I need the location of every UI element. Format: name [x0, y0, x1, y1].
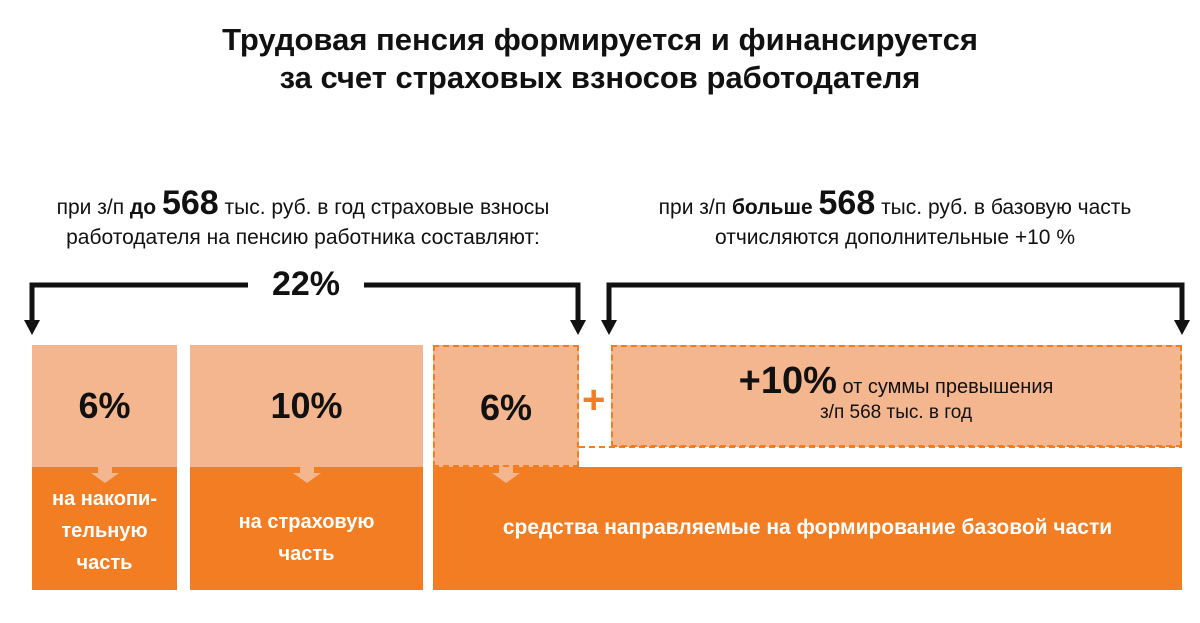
right-caption-rest: тыс. руб. в базовую часть — [875, 196, 1132, 219]
diagram-title-line1: Трудовая пенсия формируется и финансируе… — [222, 22, 978, 57]
right-caption-number: 568 — [818, 184, 876, 222]
down-arrow-1 — [91, 467, 119, 483]
extra-number: +10% — [738, 360, 837, 402]
left-bracket-arrow-left — [24, 320, 40, 335]
block-accumulative-label-line3: часть — [76, 552, 133, 574]
block-insurance-label: на страховую часть — [190, 506, 423, 570]
block-accumulative-label-line1: на накопи- — [52, 488, 157, 510]
left-caption: при з/п до 568 тыс. руб. в год страховые… — [18, 186, 588, 253]
block-base-top: 6% — [433, 345, 579, 467]
left-caption-bold: до — [129, 196, 157, 219]
right-caption-bold: больше — [731, 196, 813, 219]
block-base-bottom — [433, 467, 1182, 590]
left-caption-prefix: при з/п — [56, 196, 130, 219]
down-arrow-2 — [293, 467, 321, 483]
block-accumulative-label-line2: тельную — [61, 520, 148, 542]
block-accumulative-top: 6% — [32, 345, 177, 467]
diagram-title-line2: за счет страховых взносов работодателя — [279, 60, 921, 95]
left-bracket-arrow-right — [570, 320, 586, 335]
right-bracket-arrow-left — [601, 320, 617, 335]
right-bracket — [606, 282, 1185, 322]
right-caption: при з/п больше 568 тыс. руб. в базовую ч… — [610, 186, 1180, 253]
left-bracket-right — [364, 282, 581, 322]
plus-sign: + — [582, 378, 606, 422]
right-bracket-arrow-right — [1174, 320, 1190, 335]
block-insurance-label-line1: на страховую — [238, 511, 375, 533]
block-base-percent: 6% — [479, 387, 533, 428]
block-insurance-top: 10% — [190, 345, 423, 467]
block-insurance-bottom — [190, 467, 423, 590]
block-base-label: средства направляемые на формирование ба… — [502, 516, 1113, 539]
block-accumulative-bottom — [32, 467, 177, 590]
block-extra — [611, 345, 1182, 447]
block-insurance-label-line2: часть — [278, 543, 335, 565]
extra-text: от суммы превышения — [836, 376, 1054, 398]
extra-main: +10% от суммы превышения — [611, 360, 1181, 403]
right-caption-line2: отчисляются дополнительные +10 % — [714, 226, 1075, 249]
total-percent: 22% — [271, 265, 341, 303]
left-bracket — [29, 282, 248, 322]
left-caption-rest: тыс. руб. в год страховые взносы — [218, 196, 550, 219]
extra-line2: з/п 568 тыс. в год — [819, 402, 973, 423]
right-caption-prefix: при з/п — [658, 196, 732, 219]
down-arrow-3 — [492, 467, 520, 483]
left-caption-number: 568 — [161, 184, 219, 222]
left-caption-line2: работодателя на пенсию работника составл… — [66, 226, 540, 249]
block-insurance-percent: 10% — [270, 385, 343, 426]
block-accumulative-percent: 6% — [78, 385, 131, 426]
block-accumulative-label: на накопи- тельную часть — [32, 483, 177, 579]
